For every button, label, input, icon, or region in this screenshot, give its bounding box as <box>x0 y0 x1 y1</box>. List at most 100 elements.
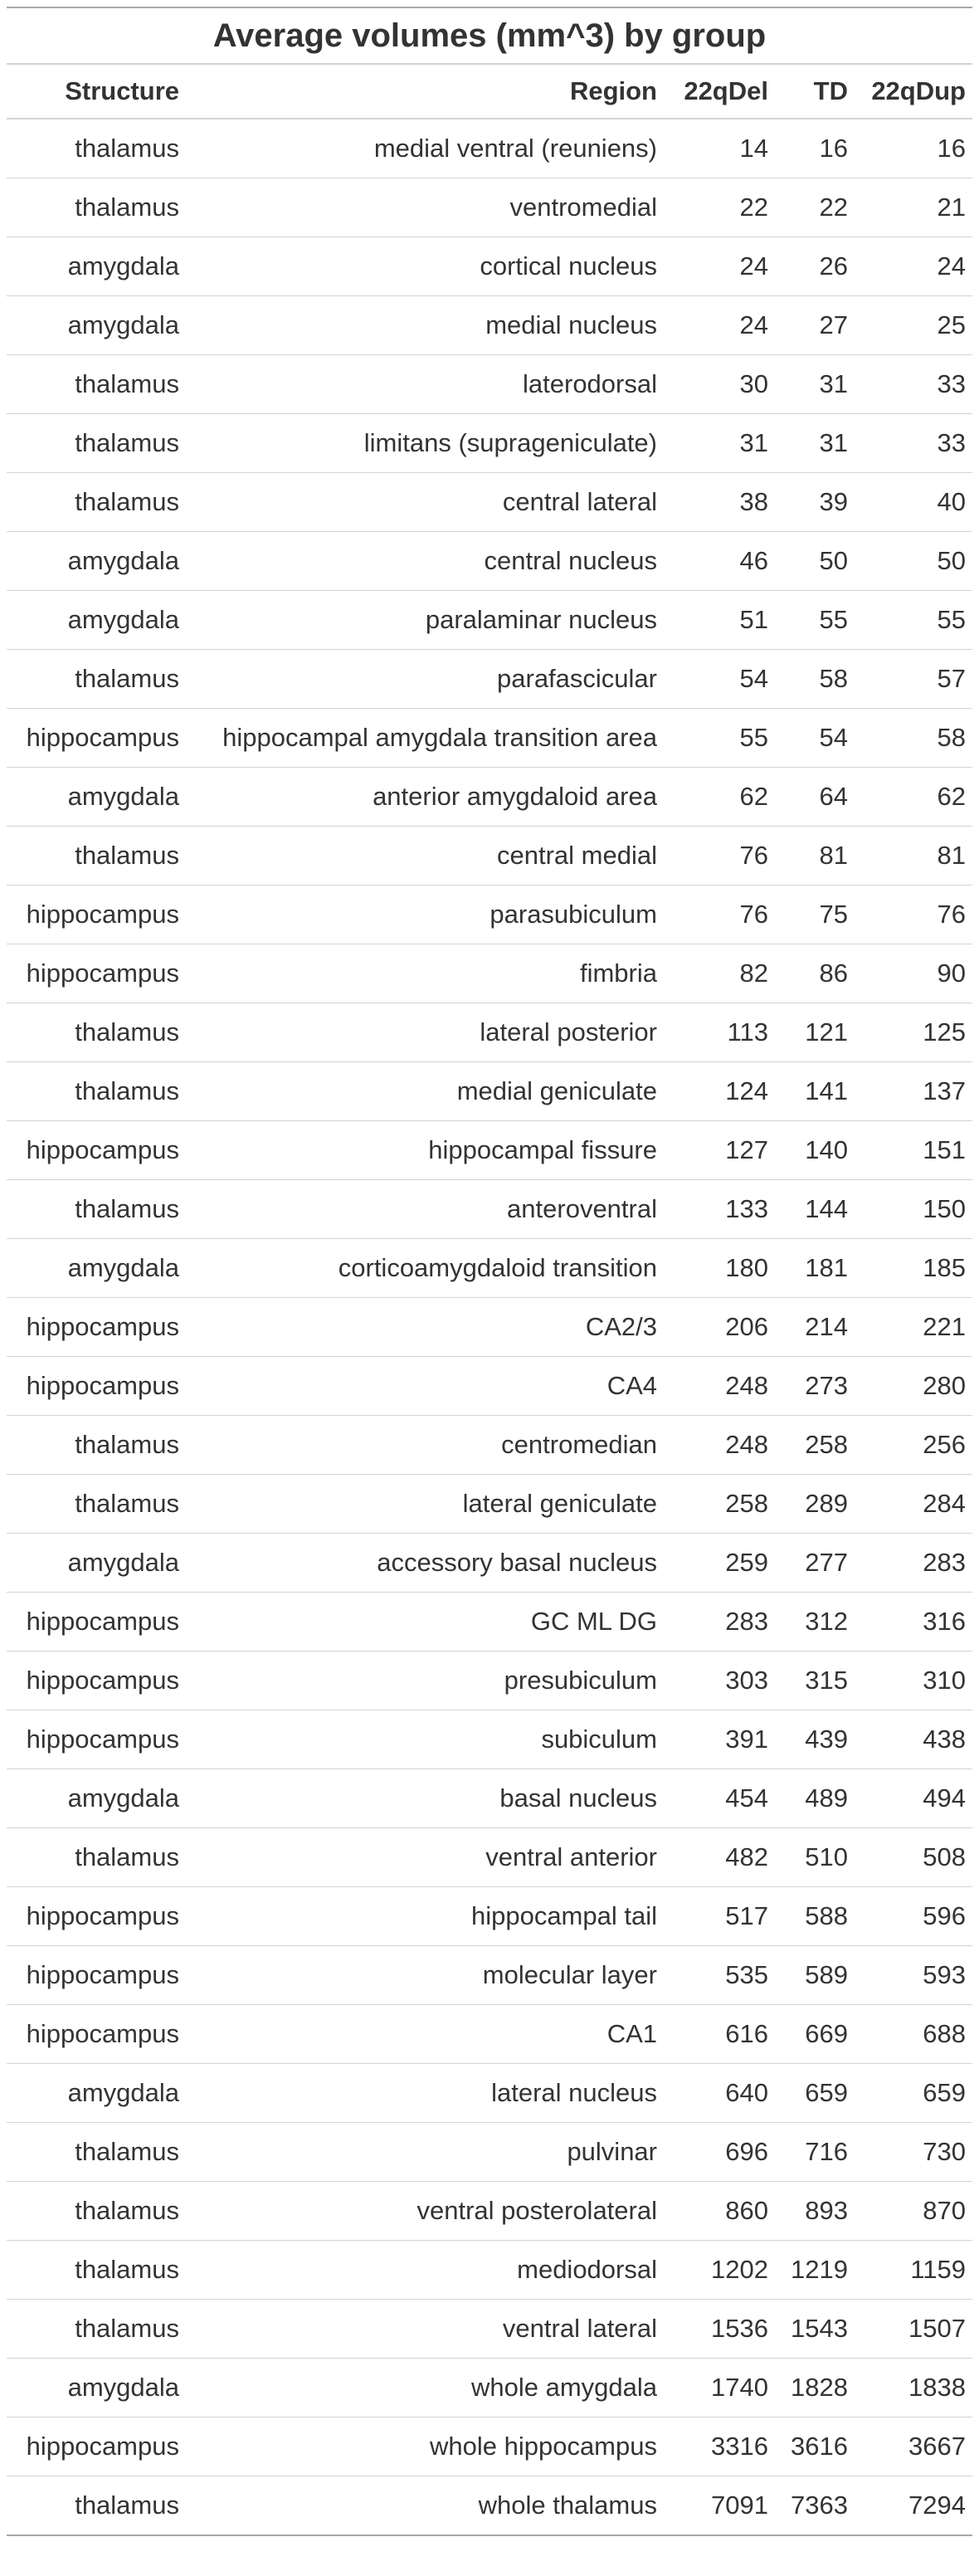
cell-structure: thalamus <box>7 2122 189 2182</box>
cell-22qdup: 221 <box>858 1297 972 1357</box>
cell-22qdup: 185 <box>858 1238 972 1298</box>
table-row: amygdala medial nucleus 24 27 25 <box>7 295 972 355</box>
table-row: hippocampus molecular layer 535 589 593 <box>7 1945 972 2005</box>
cell-22qdup: 151 <box>858 1120 972 1180</box>
cell-td: 86 <box>778 944 858 1003</box>
cell-22qdel: 133 <box>667 1179 778 1239</box>
cell-td: 181 <box>778 1238 858 1298</box>
cell-td: 54 <box>778 708 858 768</box>
cell-22qdel: 248 <box>667 1356 778 1416</box>
cell-td: 289 <box>778 1474 858 1534</box>
table-row: amygdala central nucleus 46 50 50 <box>7 531 972 591</box>
cell-22qdel: 127 <box>667 1120 778 1180</box>
column-header-td: TD <box>778 64 858 120</box>
cell-22qdel: 303 <box>667 1651 778 1710</box>
cell-structure: thalamus <box>7 178 189 237</box>
cell-22qdup: 870 <box>858 2181 972 2241</box>
cell-region: anterior amygdaloid area <box>189 767 667 827</box>
cell-structure: thalamus <box>7 1415 189 1475</box>
cell-td: 27 <box>778 295 858 355</box>
cell-region: parafascicular <box>189 649 667 709</box>
cell-td: 58 <box>778 649 858 709</box>
cell-td: 659 <box>778 2063 858 2123</box>
table-row: hippocampus subiculum 391 439 438 <box>7 1710 972 1769</box>
cell-region: CA1 <box>189 2004 667 2064</box>
table-row: hippocampus parasubiculum 76 75 76 <box>7 885 972 944</box>
table-row: thalamus parafascicular 54 58 57 <box>7 649 972 709</box>
cell-22qdel: 3316 <box>667 2417 778 2476</box>
cell-td: 315 <box>778 1651 858 1710</box>
cell-22qdel: 54 <box>667 649 778 709</box>
cell-region: medial geniculate <box>189 1061 667 1121</box>
cell-region: basal nucleus <box>189 1769 667 1828</box>
table-row: hippocampus whole hippocampus 3316 3616 3667 <box>7 2417 972 2476</box>
cell-22qdel: 258 <box>667 1474 778 1534</box>
cell-td: 141 <box>778 1061 858 1121</box>
cell-region: ventromedial <box>189 178 667 237</box>
table-row: hippocampus fimbria 82 86 90 <box>7 944 972 1003</box>
table-row: amygdala lateral nucleus 640 659 659 <box>7 2063 972 2123</box>
cell-22qdel: 180 <box>667 1238 778 1298</box>
cell-td: 26 <box>778 237 858 296</box>
cell-22qdup: 137 <box>858 1061 972 1121</box>
cell-22qdup: 33 <box>858 354 972 414</box>
cell-22qdup: 283 <box>858 1533 972 1593</box>
cell-region: ventral lateral <box>189 2299 667 2359</box>
cell-structure: amygdala <box>7 1238 189 1298</box>
cell-td: 589 <box>778 1945 858 2005</box>
cell-td: 588 <box>778 1886 858 1946</box>
cell-region: mediodorsal <box>189 2240 667 2300</box>
cell-td: 144 <box>778 1179 858 1239</box>
cell-structure: thalamus <box>7 1474 189 1534</box>
cell-22qdel: 55 <box>667 708 778 768</box>
table-row: hippocampus hippocampal fissure 127 140 151 <box>7 1120 972 1180</box>
cell-22qdup: 593 <box>858 1945 972 2005</box>
cell-region: hippocampal tail <box>189 1886 667 1946</box>
cell-22qdel: 38 <box>667 472 778 532</box>
table-row: hippocampus hippocampal tail 517 588 596 <box>7 1886 972 1946</box>
cell-region: fimbria <box>189 944 667 1003</box>
cell-region: GC ML DG <box>189 1592 667 1651</box>
table-row: thalamus laterodorsal 30 31 33 <box>7 354 972 414</box>
cell-structure: thalamus <box>7 2476 189 2535</box>
cell-22qdel: 535 <box>667 1945 778 2005</box>
cell-td: 3616 <box>778 2417 858 2476</box>
cell-22qdel: 31 <box>667 413 778 473</box>
cell-22qdup: 316 <box>858 1592 972 1651</box>
cell-22qdel: 14 <box>739 134 768 163</box>
cell-structure: hippocampus <box>7 1945 189 2005</box>
cell-td: 439 <box>778 1710 858 1769</box>
cell-structure: amygdala <box>7 531 189 591</box>
cell-22qdup: 55 <box>858 590 972 650</box>
cell-22qdup: 58 <box>858 708 972 768</box>
cell-structure: hippocampus <box>7 1886 189 1946</box>
cell-22qdel: 113 <box>667 1003 778 1062</box>
cell-structure: hippocampus <box>7 1120 189 1180</box>
cell-region: laterodorsal <box>189 354 667 414</box>
cell-td: 55 <box>778 590 858 650</box>
cell-22qdup: 596 <box>858 1886 972 1946</box>
cell-structure: amygdala <box>7 590 189 650</box>
table-row: amygdala basal nucleus 454 489 494 <box>7 1769 972 1828</box>
table-row: thalamus lateral posterior 113 121 125 <box>7 1003 972 1062</box>
cell-structure: thalamus <box>75 134 179 163</box>
table-row: thalamus centromedian 248 258 256 <box>7 1415 972 1475</box>
cell-22qdel: 283 <box>667 1592 778 1651</box>
cell-22qdel: 696 <box>667 2122 778 2182</box>
table-title: Average volumes (mm^3) by group <box>7 7 972 65</box>
cell-td: 75 <box>778 885 858 944</box>
table-row: thalamus ventromedial 22 22 21 <box>7 178 972 237</box>
cell-td: 893 <box>778 2181 858 2241</box>
cell-td: 1543 <box>778 2299 858 2359</box>
cell-22qdel: 1536 <box>667 2299 778 2359</box>
cell-structure: hippocampus <box>7 1356 189 1416</box>
cell-region: whole thalamus <box>189 2476 667 2535</box>
cell-td: 64 <box>778 767 858 827</box>
cell-td: 7363 <box>778 2476 858 2535</box>
table-row: amygdala accessory basal nucleus 259 277 283 <box>7 1533 972 1593</box>
cell-22qdup: 25 <box>858 295 972 355</box>
cell-structure: thalamus <box>7 413 189 473</box>
cell-22qdup: 50 <box>858 531 972 591</box>
cell-region: hippocampal fissure <box>189 1120 667 1180</box>
cell-td: 489 <box>778 1769 858 1828</box>
